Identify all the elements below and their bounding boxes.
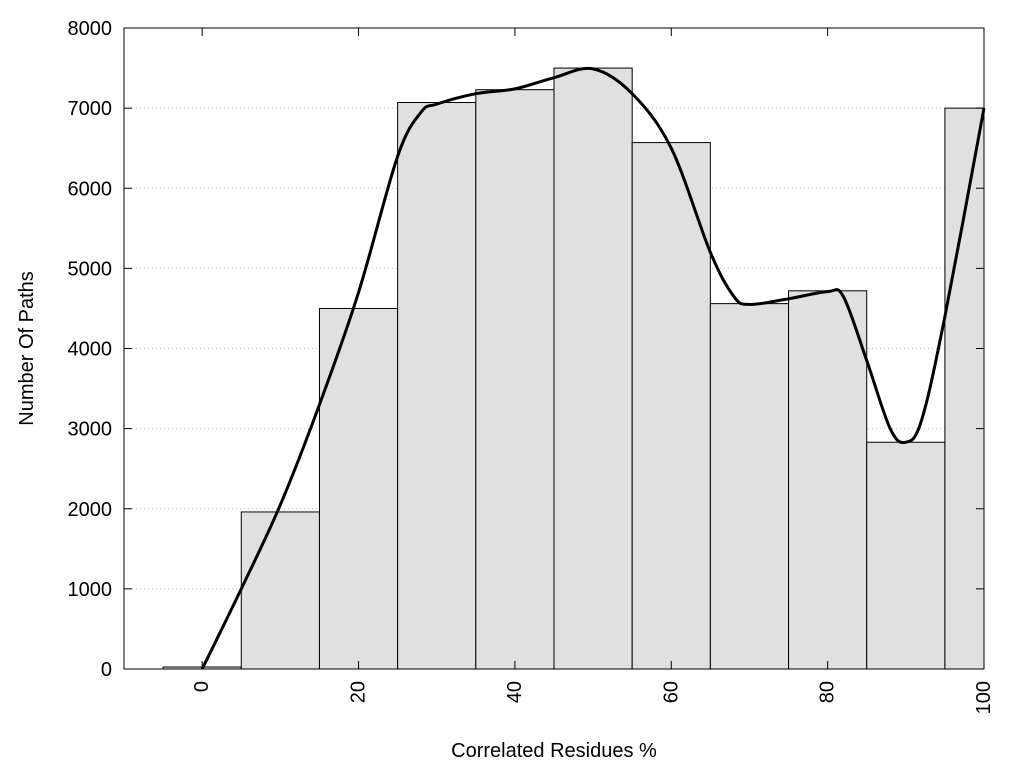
x-tick-label: 40 xyxy=(504,681,526,703)
histogram-bar xyxy=(475,89,555,670)
y-tick-label: 7000 xyxy=(68,98,113,120)
x-axis-title: Correlated Residues % xyxy=(451,740,657,762)
x-tick-label: 80 xyxy=(817,681,839,703)
y-axis-ticks: 0 1000 2000 3000 4000 5000 6000 7000 8000 xyxy=(68,18,984,681)
y-tick-label: 1000 xyxy=(68,579,113,601)
histogram-bar xyxy=(866,441,946,670)
histogram-bar xyxy=(788,290,868,670)
histogram-bar xyxy=(709,303,790,670)
y-tick-label: 6000 xyxy=(68,178,113,200)
smooth-curve xyxy=(200,66,986,670)
histogram-bar xyxy=(631,142,711,670)
y-tick-label: 0 xyxy=(101,659,112,681)
bars xyxy=(162,67,985,670)
x-tick-label: 20 xyxy=(348,681,370,703)
histogram-bar xyxy=(553,67,633,670)
x-axis-ticks: 0 20 40 60 80 100 xyxy=(191,28,995,714)
y-tick-label: 3000 xyxy=(68,419,113,441)
x-tick-label: 0 xyxy=(191,681,213,692)
y-tick-label: 2000 xyxy=(68,499,113,521)
y-tick-label: 4000 xyxy=(68,339,113,361)
histogram-bar xyxy=(397,102,477,670)
histogram-bar xyxy=(318,307,399,670)
histogram-bar xyxy=(944,107,985,670)
x-tick-label: 60 xyxy=(660,681,682,703)
histogram-bar xyxy=(240,511,320,670)
y-tick-label: 8000 xyxy=(68,18,113,40)
y-tick-label: 5000 xyxy=(68,258,113,280)
x-tick-label: 100 xyxy=(973,681,995,714)
y-axis-title: Number Of Paths xyxy=(16,271,38,426)
trend-curve xyxy=(200,66,986,670)
